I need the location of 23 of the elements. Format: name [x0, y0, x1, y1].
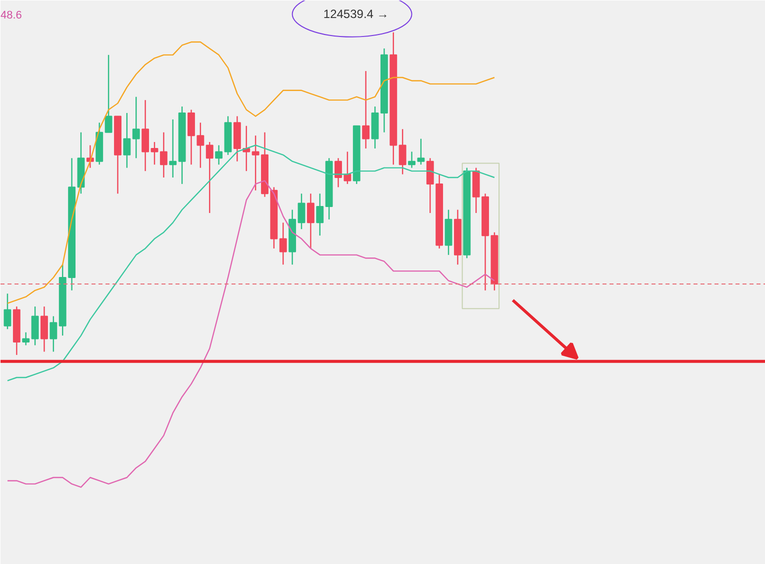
candlestick	[50, 316, 58, 352]
candlestick	[215, 144, 223, 166]
candlestick	[132, 96, 140, 159]
candlestick	[316, 193, 324, 236]
text: 124539.4 →	[323, 7, 389, 22]
candlestick	[31, 306, 39, 346]
candlestick	[40, 306, 48, 352]
candlestick	[279, 222, 287, 266]
candlestick	[426, 158, 434, 214]
candlestick	[123, 112, 131, 168]
candlestick	[104, 54, 112, 133]
candlestick	[398, 128, 406, 175]
candlestick	[298, 193, 306, 230]
candlestick	[4, 293, 12, 330]
candlestick	[160, 132, 168, 178]
candlestick	[169, 118, 177, 178]
candlestick	[362, 70, 370, 150]
text: 48.6	[0, 10, 22, 22]
candlestick	[306, 193, 314, 250]
candlestick	[150, 141, 158, 166]
candlestick	[206, 141, 214, 214]
candlestick	[22, 332, 30, 346]
candlestick	[142, 99, 150, 172]
